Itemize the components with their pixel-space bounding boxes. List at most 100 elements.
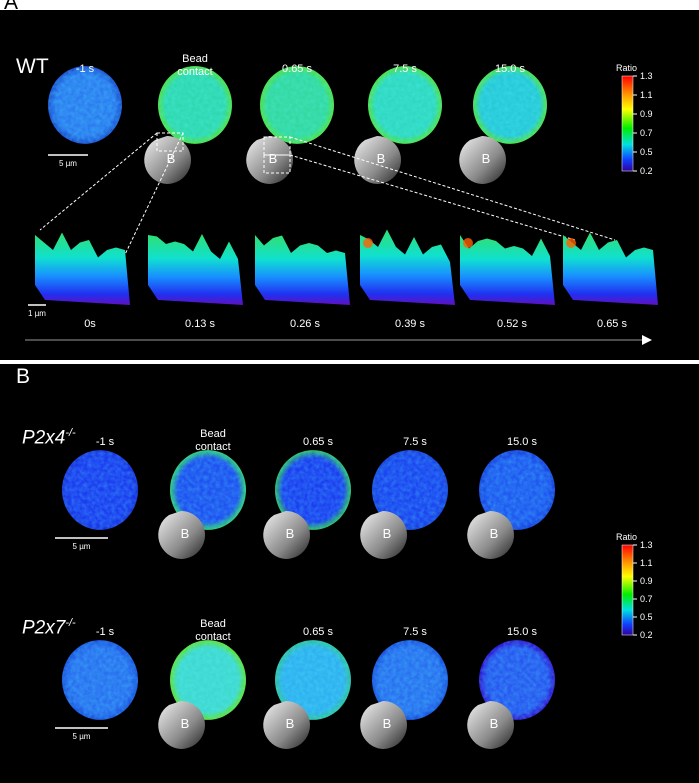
genotype-label: P2x4-/- [22, 427, 76, 447]
bead [246, 136, 293, 184]
cell-texture [479, 450, 555, 530]
time-arrow-head [642, 335, 652, 345]
cell-texture [48, 66, 122, 144]
timepoint-label: Bead contact [195, 618, 231, 643]
bead-label: B [489, 526, 499, 541]
zoom-box [263, 154, 291, 174]
timepoint-label: 7.5 s [403, 436, 427, 448]
cell-texture [260, 66, 334, 144]
cell-texture [473, 66, 547, 144]
cell-texture [479, 640, 555, 720]
bead [144, 136, 191, 184]
cell-texture [275, 640, 351, 720]
surface-plot [563, 232, 658, 305]
timepoint-label: 15.0 s [507, 436, 537, 448]
colorbar-tick-label: 0.5 [640, 612, 653, 622]
gene: P2x7 [22, 617, 66, 639]
surface-plot [460, 235, 555, 305]
timepoint-label: -1 s [95, 626, 115, 638]
bead [263, 701, 310, 749]
cell-texture [158, 66, 232, 144]
genotype-label: P2x7-/- [22, 617, 76, 637]
surface-peak [363, 238, 373, 248]
scale-bar-label: 5 µm [59, 159, 77, 168]
surface-peak [463, 238, 473, 248]
colorbar-title: Ratio [616, 532, 638, 542]
timepoint-label: 0.65 s [282, 63, 312, 75]
cell-texture [62, 450, 138, 530]
scale-bar-label: 1 µm [28, 309, 46, 318]
bead-label: B [382, 526, 392, 541]
zoom-box [156, 132, 184, 152]
zoom-line [289, 136, 616, 241]
colorbar [621, 544, 634, 636]
cell-texture [62, 640, 138, 720]
bead-label: B [268, 151, 278, 166]
colorbar-tick-label: 0.7 [640, 128, 653, 138]
cell-texture [275, 450, 351, 530]
bead [467, 511, 514, 559]
timepoint-label: 7.5 s [403, 626, 427, 638]
bead [467, 701, 514, 749]
bead-label: B [376, 151, 386, 166]
timepoint-label: Bead contact [195, 428, 231, 453]
surface-timepoint: 0s [84, 318, 96, 330]
surface-plot [35, 232, 130, 305]
bead [360, 701, 407, 749]
surface-timepoint: 0.26 s [290, 318, 320, 330]
surface-timepoint: 0.13 s [185, 318, 215, 330]
gene: P2x4 [22, 427, 66, 449]
bead-label: B [285, 526, 295, 541]
bead [263, 511, 310, 559]
bead [158, 701, 205, 749]
timepoint-label: 0.65 s [303, 436, 333, 448]
timepoint-label: -1 s [75, 63, 95, 75]
bead-label: B [166, 151, 176, 166]
surface-peak [566, 238, 576, 248]
bead-label: B [285, 716, 295, 731]
surface-plot [255, 235, 350, 305]
colorbar-tick-label: 0.5 [640, 147, 653, 157]
zoom-line [39, 132, 158, 231]
colorbar-tick-label: 0.9 [640, 109, 653, 119]
scale-bar-label: 5 µm [72, 732, 91, 741]
timepoint-label: -1 s [95, 436, 115, 448]
bead-label: B [382, 716, 392, 731]
timepoint-label: 15.0 s [507, 626, 537, 638]
cell-texture [372, 640, 448, 720]
bead-label: B [180, 526, 190, 541]
bead [459, 136, 506, 184]
panel-a-background [0, 10, 699, 360]
timepoint-label: 15.0 s [495, 63, 525, 75]
colorbar-tick-label: 0.2 [640, 630, 653, 640]
surface-plot [360, 229, 455, 305]
colorbar-tick-label: 1.3 [640, 540, 653, 550]
panel-label: B [16, 365, 31, 388]
bead [354, 136, 401, 184]
colorbar-tick-label: 1.3 [640, 71, 653, 81]
colorbar-tick-label: 0.7 [640, 594, 653, 604]
bead [360, 511, 407, 559]
cell-texture [170, 640, 246, 720]
cell-texture [372, 450, 448, 530]
gene-superscript: -/- [65, 427, 76, 439]
bead [158, 511, 205, 559]
bead-label: B [180, 716, 190, 731]
panel-label: A [4, 0, 19, 14]
scale-bar-label: 5 µm [72, 542, 91, 551]
gene-superscript: -/- [65, 617, 76, 629]
colorbar-tick-label: 0.9 [640, 576, 653, 586]
timepoint-label: 0.65 s [303, 626, 333, 638]
surface-timepoint: 0.52 s [497, 318, 527, 330]
genotype-label: WT [16, 55, 49, 78]
zoom-line [119, 132, 184, 266]
timepoint-label: 7.5 s [393, 63, 417, 75]
colorbar-tick-label: 1.1 [640, 90, 653, 100]
panel-b-background [0, 364, 699, 783]
bead-label: B [481, 151, 491, 166]
colorbar-tick-label: 0.2 [640, 166, 653, 176]
bead-label: B [489, 716, 499, 731]
surface-timepoint: 0.65 s [597, 318, 627, 330]
